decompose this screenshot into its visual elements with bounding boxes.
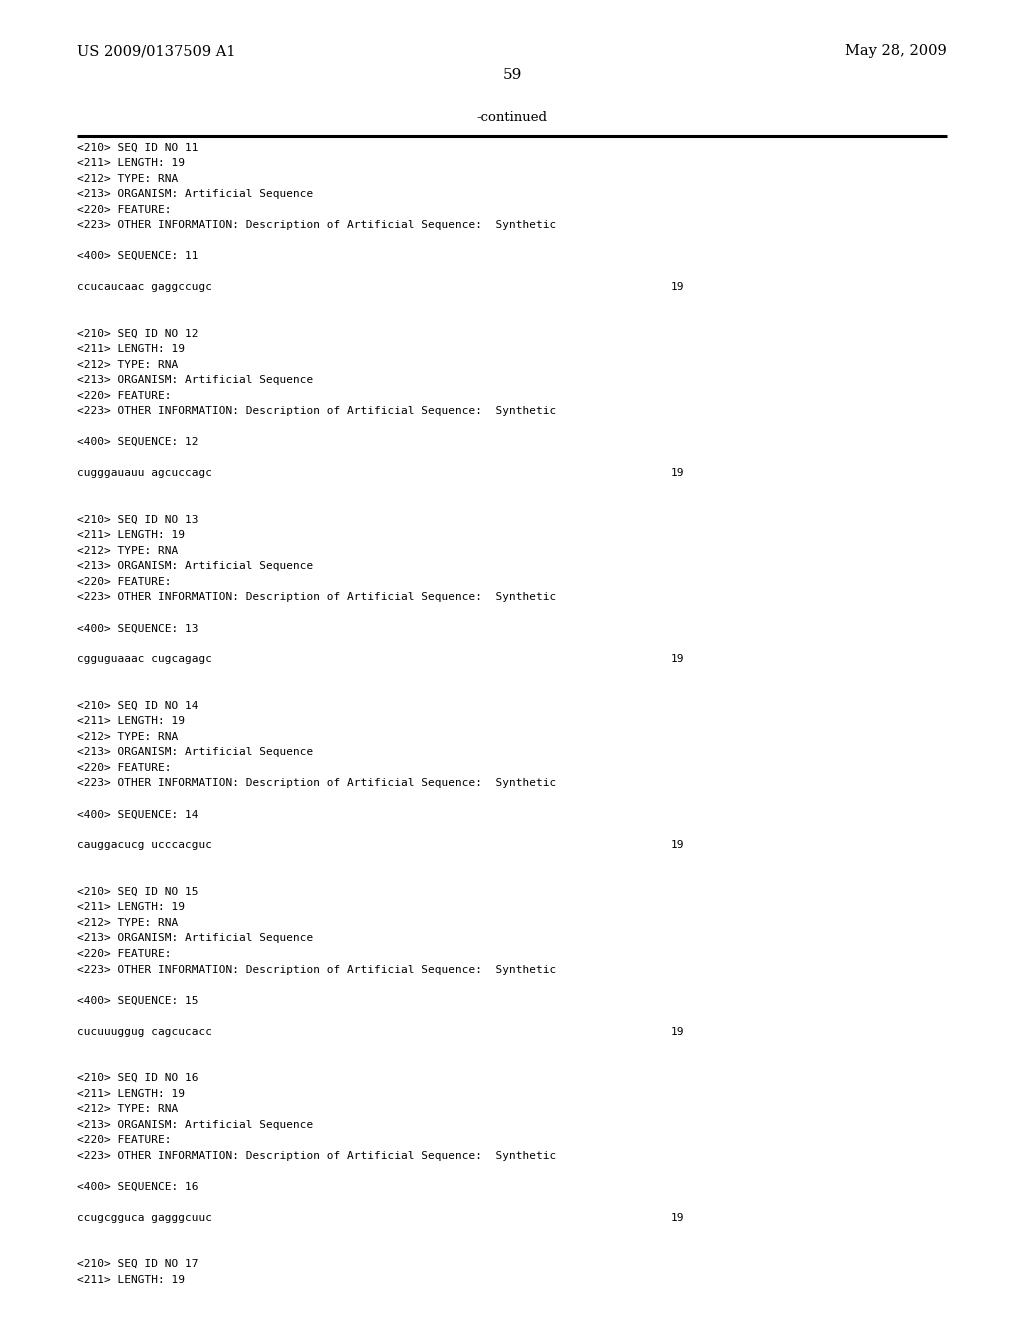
Text: <220> FEATURE:: <220> FEATURE: <box>77 763 171 774</box>
Text: cugggauauu agcuccagc: cugggauauu agcuccagc <box>77 469 212 478</box>
Text: <213> ORGANISM: Artificial Sequence: <213> ORGANISM: Artificial Sequence <box>77 933 313 944</box>
Text: <210> SEQ ID NO 13: <210> SEQ ID NO 13 <box>77 515 199 525</box>
Text: <210> SEQ ID NO 17: <210> SEQ ID NO 17 <box>77 1259 199 1270</box>
Text: ccugcgguca gagggcuuc: ccugcgguca gagggcuuc <box>77 1213 212 1222</box>
Text: <211> LENGTH: 19: <211> LENGTH: 19 <box>77 717 184 726</box>
Text: <212> TYPE: RNA: <212> TYPE: RNA <box>77 545 178 556</box>
Text: <212> TYPE: RNA: <212> TYPE: RNA <box>77 917 178 928</box>
Text: cauggacucg ucccacguc: cauggacucg ucccacguc <box>77 841 212 850</box>
Text: 19: 19 <box>671 1213 684 1222</box>
Text: 59: 59 <box>503 69 521 82</box>
Text: <400> SEQUENCE: 14: <400> SEQUENCE: 14 <box>77 809 199 820</box>
Text: <223> OTHER INFORMATION: Description of Artificial Sequence:  Synthetic: <223> OTHER INFORMATION: Description of … <box>77 407 556 416</box>
Text: US 2009/0137509 A1: US 2009/0137509 A1 <box>77 45 236 58</box>
Text: <220> FEATURE:: <220> FEATURE: <box>77 949 171 960</box>
Text: <211> LENGTH: 19: <211> LENGTH: 19 <box>77 158 184 168</box>
Text: <210> SEQ ID NO 15: <210> SEQ ID NO 15 <box>77 887 199 898</box>
Text: <220> FEATURE:: <220> FEATURE: <box>77 205 171 215</box>
Text: <210> SEQ ID NO 12: <210> SEQ ID NO 12 <box>77 329 199 339</box>
Text: <212> TYPE: RNA: <212> TYPE: RNA <box>77 173 178 183</box>
Text: <212> TYPE: RNA: <212> TYPE: RNA <box>77 731 178 742</box>
Text: <223> OTHER INFORMATION: Description of Artificial Sequence:  Synthetic: <223> OTHER INFORMATION: Description of … <box>77 1151 556 1160</box>
Text: <213> ORGANISM: Artificial Sequence: <213> ORGANISM: Artificial Sequence <box>77 747 313 758</box>
Text: 19: 19 <box>671 282 684 292</box>
Text: 19: 19 <box>671 655 684 664</box>
Text: 19: 19 <box>671 469 684 478</box>
Text: <213> ORGANISM: Artificial Sequence: <213> ORGANISM: Artificial Sequence <box>77 1119 313 1130</box>
Text: <400> SEQUENCE: 12: <400> SEQUENCE: 12 <box>77 437 199 447</box>
Text: <223> OTHER INFORMATION: Description of Artificial Sequence:  Synthetic: <223> OTHER INFORMATION: Description of … <box>77 220 556 230</box>
Text: <220> FEATURE:: <220> FEATURE: <box>77 577 171 587</box>
Text: <213> ORGANISM: Artificial Sequence: <213> ORGANISM: Artificial Sequence <box>77 375 313 385</box>
Text: <220> FEATURE:: <220> FEATURE: <box>77 391 171 401</box>
Text: <211> LENGTH: 19: <211> LENGTH: 19 <box>77 1089 184 1098</box>
Text: <211> LENGTH: 19: <211> LENGTH: 19 <box>77 345 184 354</box>
Text: <400> SEQUENCE: 11: <400> SEQUENCE: 11 <box>77 251 199 261</box>
Text: <211> LENGTH: 19: <211> LENGTH: 19 <box>77 1275 184 1284</box>
Text: ccucaucaac gaggccugc: ccucaucaac gaggccugc <box>77 282 212 292</box>
Text: cgguguaaac cugcagagc: cgguguaaac cugcagagc <box>77 655 212 664</box>
Text: cucuuuggug cagcucacc: cucuuuggug cagcucacc <box>77 1027 212 1036</box>
Text: <400> SEQUENCE: 16: <400> SEQUENCE: 16 <box>77 1181 199 1192</box>
Text: <210> SEQ ID NO 16: <210> SEQ ID NO 16 <box>77 1073 199 1084</box>
Text: <400> SEQUENCE: 13: <400> SEQUENCE: 13 <box>77 623 199 634</box>
Text: <211> LENGTH: 19: <211> LENGTH: 19 <box>77 531 184 540</box>
Text: <223> OTHER INFORMATION: Description of Artificial Sequence:  Synthetic: <223> OTHER INFORMATION: Description of … <box>77 593 556 602</box>
Text: <223> OTHER INFORMATION: Description of Artificial Sequence:  Synthetic: <223> OTHER INFORMATION: Description of … <box>77 779 556 788</box>
Text: <213> ORGANISM: Artificial Sequence: <213> ORGANISM: Artificial Sequence <box>77 189 313 199</box>
Text: <212> TYPE: RNA: <212> TYPE: RNA <box>77 1104 178 1114</box>
Text: <211> LENGTH: 19: <211> LENGTH: 19 <box>77 903 184 912</box>
Text: <210> SEQ ID NO 14: <210> SEQ ID NO 14 <box>77 701 199 711</box>
Text: <223> OTHER INFORMATION: Description of Artificial Sequence:  Synthetic: <223> OTHER INFORMATION: Description of … <box>77 965 556 974</box>
Text: <400> SEQUENCE: 15: <400> SEQUENCE: 15 <box>77 995 199 1006</box>
Text: <210> SEQ ID NO 11: <210> SEQ ID NO 11 <box>77 143 199 153</box>
Text: 19: 19 <box>671 1027 684 1036</box>
Text: 19: 19 <box>671 841 684 850</box>
Text: <212> TYPE: RNA: <212> TYPE: RNA <box>77 359 178 370</box>
Text: <220> FEATURE:: <220> FEATURE: <box>77 1135 171 1146</box>
Text: May 28, 2009: May 28, 2009 <box>846 45 947 58</box>
Text: <213> ORGANISM: Artificial Sequence: <213> ORGANISM: Artificial Sequence <box>77 561 313 572</box>
Text: -continued: -continued <box>476 111 548 124</box>
